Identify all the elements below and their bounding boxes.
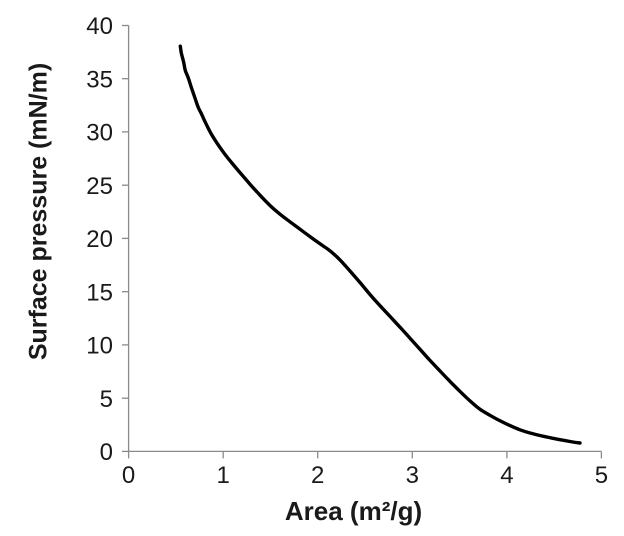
svg-text:4: 4 <box>500 462 513 489</box>
svg-text:35: 35 <box>86 66 113 93</box>
svg-text:2: 2 <box>311 462 324 489</box>
svg-text:20: 20 <box>86 226 113 253</box>
svg-text:0: 0 <box>100 439 113 466</box>
svg-text:5: 5 <box>100 386 113 413</box>
svg-text:0: 0 <box>122 462 135 489</box>
svg-text:3: 3 <box>406 462 419 489</box>
svg-text:10: 10 <box>86 333 113 360</box>
svg-text:15: 15 <box>86 279 113 306</box>
svg-text:25: 25 <box>86 173 113 200</box>
svg-text:30: 30 <box>86 120 113 147</box>
svg-text:5: 5 <box>595 462 608 489</box>
svg-text:1: 1 <box>217 462 230 489</box>
svg-text:Area (m²/g): Area (m²/g) <box>285 496 422 526</box>
svg-text:Surface pressure (mN/m): Surface pressure (mN/m) <box>25 63 53 360</box>
svg-text:40: 40 <box>86 13 113 40</box>
